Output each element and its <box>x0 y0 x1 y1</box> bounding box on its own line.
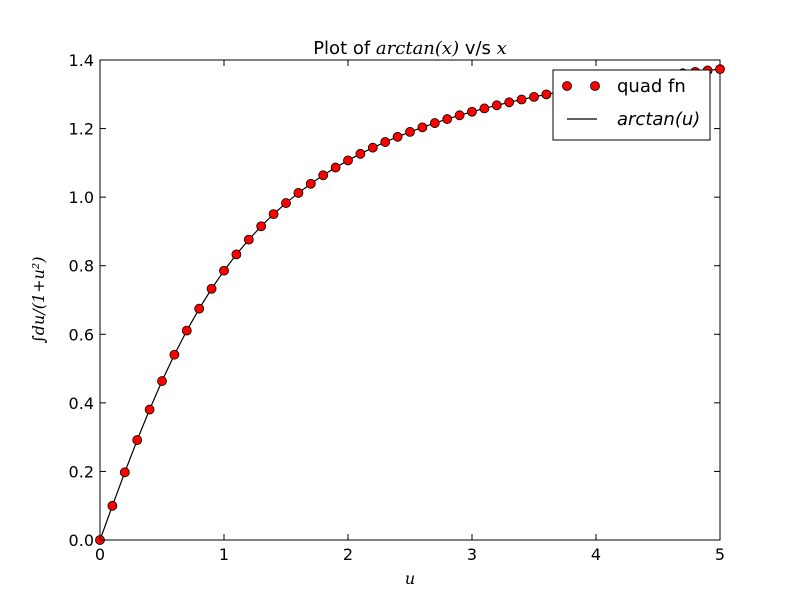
data-point-quad <box>181 325 192 336</box>
legend-marker-quad-2 <box>590 81 600 91</box>
data-point-quad <box>454 110 465 121</box>
data-point-quad <box>417 122 428 133</box>
y-axis-label: ∫du/(1+u²) <box>29 256 48 343</box>
data-point-quad <box>268 209 279 220</box>
data-point-quad <box>231 249 242 260</box>
data-point-quad <box>119 467 130 478</box>
data-point-quad <box>144 404 155 415</box>
y-tick-label: 0.0 <box>69 531 94 550</box>
data-point-quad <box>429 118 440 128</box>
plot-area-frame <box>99 59 721 541</box>
data-point-quad <box>330 162 341 173</box>
legend-label-arctan: arctan(u) <box>617 109 700 130</box>
data-point-quad <box>206 283 217 294</box>
data-point-quad <box>194 303 205 314</box>
y-tick-label: 1.0 <box>69 188 94 207</box>
legend-label-quad: quad fn <box>617 76 686 97</box>
data-point-quad <box>281 198 291 208</box>
y-tick-label: 1.2 <box>69 120 94 139</box>
data-point-quad <box>467 106 477 117</box>
y-tick-label: 1.4 <box>69 51 94 70</box>
data-point-quad <box>243 234 254 245</box>
x-tick-label: 0 <box>95 545 105 564</box>
y-tick-label: 0.8 <box>69 257 94 276</box>
data-point-quad <box>442 114 453 124</box>
data-point-quad <box>256 221 267 232</box>
data-point-quad <box>343 155 353 166</box>
data-point-quad <box>367 142 378 153</box>
x-tick-label: 5 <box>715 545 725 564</box>
data-point-quad <box>169 349 180 360</box>
data-point-quad <box>293 188 304 198</box>
data-point-quad <box>405 126 415 137</box>
data-point-quad <box>529 91 539 102</box>
data-point-quad <box>479 103 490 114</box>
legend-box <box>552 69 711 141</box>
data-point-quad <box>516 94 527 105</box>
data-point-quad <box>132 435 143 445</box>
legend: quad fn arctan(u) <box>552 69 711 141</box>
y-tick-label: 0.2 <box>69 462 94 481</box>
data-point-quad <box>305 178 316 189</box>
data-point-quad <box>392 131 403 142</box>
x-tick-label: 2 <box>343 545 353 564</box>
x-tick-label: 4 <box>591 545 601 564</box>
x-axis-label: u <box>405 569 415 588</box>
y-tick-label: 0.6 <box>69 325 94 344</box>
data-point-quad <box>107 500 118 511</box>
x-tick-label: 1 <box>219 545 229 564</box>
data-point-quad <box>504 97 515 108</box>
data-point-quad <box>219 265 229 276</box>
data-point-quad <box>491 100 502 111</box>
data-point-quad <box>318 170 329 181</box>
data-point-quad <box>355 148 366 159</box>
ticks-layer: 0 1 2 3 4 5 0.0 0.2 0.4 0.6 0.8 1.0 1.2 1.4 <box>69 51 726 564</box>
data-point-quad <box>541 89 552 100</box>
data-point-quad <box>157 376 167 386</box>
y-tick-label: 0.4 <box>69 394 94 413</box>
chart-title: Plot of arctan(x) v/s x <box>313 38 507 59</box>
x-tick-label: 3 <box>467 545 477 564</box>
data-point-quad <box>380 137 391 147</box>
legend-marker-quad-1 <box>562 81 572 91</box>
